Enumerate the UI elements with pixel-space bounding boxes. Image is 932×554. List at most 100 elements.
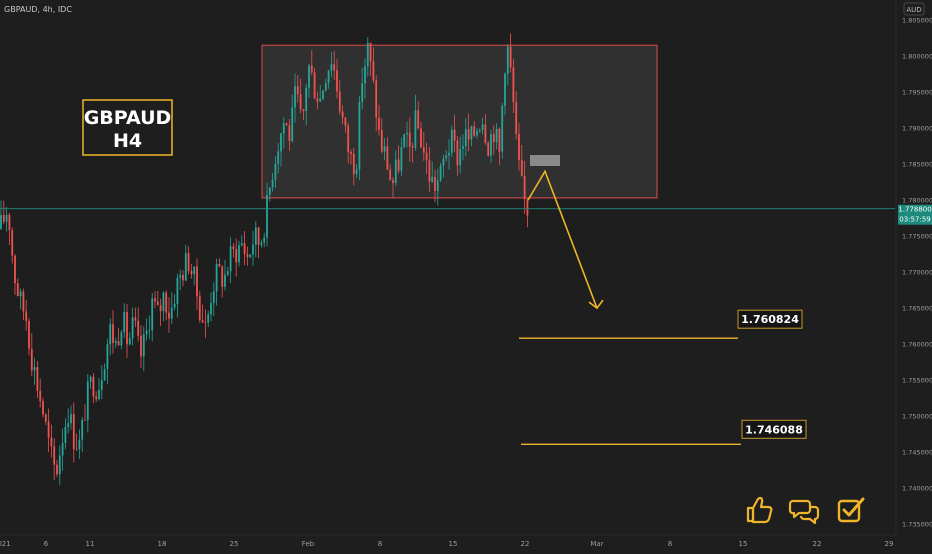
- candle-body: [5, 214, 8, 222]
- target-label-box-1: [737, 309, 803, 329]
- candle-body: [504, 73, 506, 106]
- candle-body: [120, 332, 123, 346]
- candle-body: [36, 367, 39, 391]
- candle-body: [350, 152, 352, 154]
- candle-body: [344, 117, 347, 126]
- candle-body: [442, 158, 445, 166]
- time-tick-label: 11: [86, 540, 95, 548]
- candle-body: [117, 341, 120, 346]
- candle-body: [98, 389, 100, 400]
- candle-body: [420, 128, 422, 148]
- candle-body: [330, 64, 333, 71]
- candle-body: [84, 419, 86, 421]
- time-axis[interactable]: 021 6 11 18 25 Feb 8 15 22 Mar 8 15 22 29: [0, 540, 893, 548]
- currency-box[interactable]: [903, 2, 925, 16]
- candle-body: [11, 230, 14, 256]
- projected-path-arrow: [527, 169, 598, 309]
- candle-body: [464, 129, 467, 147]
- candle-body: [288, 125, 291, 141]
- candle-body: [280, 133, 282, 152]
- candle-body: [162, 292, 165, 312]
- time-tick-label: 15: [739, 540, 748, 548]
- candle-body: [425, 152, 428, 161]
- candle-body: [137, 320, 140, 336]
- candle-body: [268, 187, 271, 195]
- candle-body: [2, 215, 5, 222]
- candle-body: [364, 66, 366, 84]
- candle-body: [369, 43, 372, 62]
- candle-body: [61, 443, 64, 456]
- candle-body: [394, 159, 397, 183]
- symbol-header: GBPAUD, 4h, IDC: [4, 5, 72, 14]
- candle-body: [518, 134, 520, 161]
- time-tick-label: 8: [668, 540, 672, 548]
- price-tick-label: 1.735000: [902, 521, 932, 529]
- candle-body: [123, 312, 126, 333]
- candle-body: [168, 312, 170, 319]
- candle-body: [406, 132, 408, 135]
- candle-body: [338, 91, 341, 112]
- candle-body: [78, 439, 81, 450]
- candle-body: [291, 107, 294, 141]
- candle-body: [263, 237, 266, 243]
- price-tick-label: 1.775000: [902, 233, 932, 241]
- candle-body: [520, 160, 523, 176]
- candle-body: [204, 322, 207, 323]
- candle-body: [44, 414, 47, 422]
- candle-body: [28, 321, 30, 349]
- time-tick-label: 29: [885, 540, 894, 548]
- time-tick-label: 22: [813, 540, 822, 548]
- candle-body: [378, 117, 380, 130]
- projection-marker: [530, 155, 560, 166]
- time-tick-label: 6: [44, 540, 49, 548]
- candle-body: [271, 179, 274, 188]
- title-box: [82, 99, 173, 156]
- candle-body: [403, 134, 406, 147]
- candle-body: [347, 125, 350, 152]
- time-tick-label: 18: [158, 540, 167, 548]
- candle-body: [58, 455, 61, 475]
- candle-body: [459, 148, 462, 166]
- candle-body: [481, 124, 484, 130]
- candle-body: [341, 111, 344, 118]
- candle-body: [254, 227, 257, 245]
- candle-body: [112, 324, 114, 344]
- candle-body: [224, 274, 226, 287]
- candle-body: [252, 244, 254, 255]
- candle-body: [70, 414, 72, 424]
- candle-body: [380, 130, 383, 152]
- candle-body: [249, 254, 252, 257]
- candle-body: [414, 110, 417, 148]
- candle-body: [207, 314, 210, 323]
- candle-body: [53, 446, 56, 465]
- candle-body: [86, 381, 89, 420]
- candle-body: [434, 176, 436, 191]
- candle-body: [128, 338, 131, 345]
- candle-body: [400, 146, 403, 171]
- candle-body: [302, 109, 305, 112]
- candle-body: [215, 264, 218, 292]
- candle-body: [274, 163, 277, 180]
- thumbs-up-icon[interactable]: [746, 496, 773, 524]
- time-tick-label: 8: [378, 540, 382, 548]
- time-tick-label: 15: [449, 540, 458, 548]
- candle-body: [50, 437, 53, 447]
- target-label-1: 1.760824: [741, 313, 799, 326]
- candle-body: [229, 246, 232, 272]
- price-axis[interactable]: 1.805000 1.800000 1.795000 1.790000 1.785000…: [902, 17, 932, 529]
- candle-body: [422, 147, 425, 153]
- chat-bubbles-icon[interactable]: [788, 499, 820, 525]
- candle-body: [243, 243, 246, 255]
- candle-body: [260, 242, 263, 245]
- price-tick-label: 1.785000: [902, 161, 932, 169]
- price-tick-label: 1.795000: [902, 89, 932, 97]
- price-tick-label: 1.740000: [902, 485, 932, 493]
- candle-body: [487, 142, 490, 156]
- checkbox-icon[interactable]: [837, 497, 865, 523]
- candle-body: [176, 277, 179, 304]
- candle-body: [408, 132, 411, 147]
- candle-body: [277, 151, 280, 164]
- consolidation-range-box: [261, 44, 658, 199]
- candle-body: [282, 123, 285, 134]
